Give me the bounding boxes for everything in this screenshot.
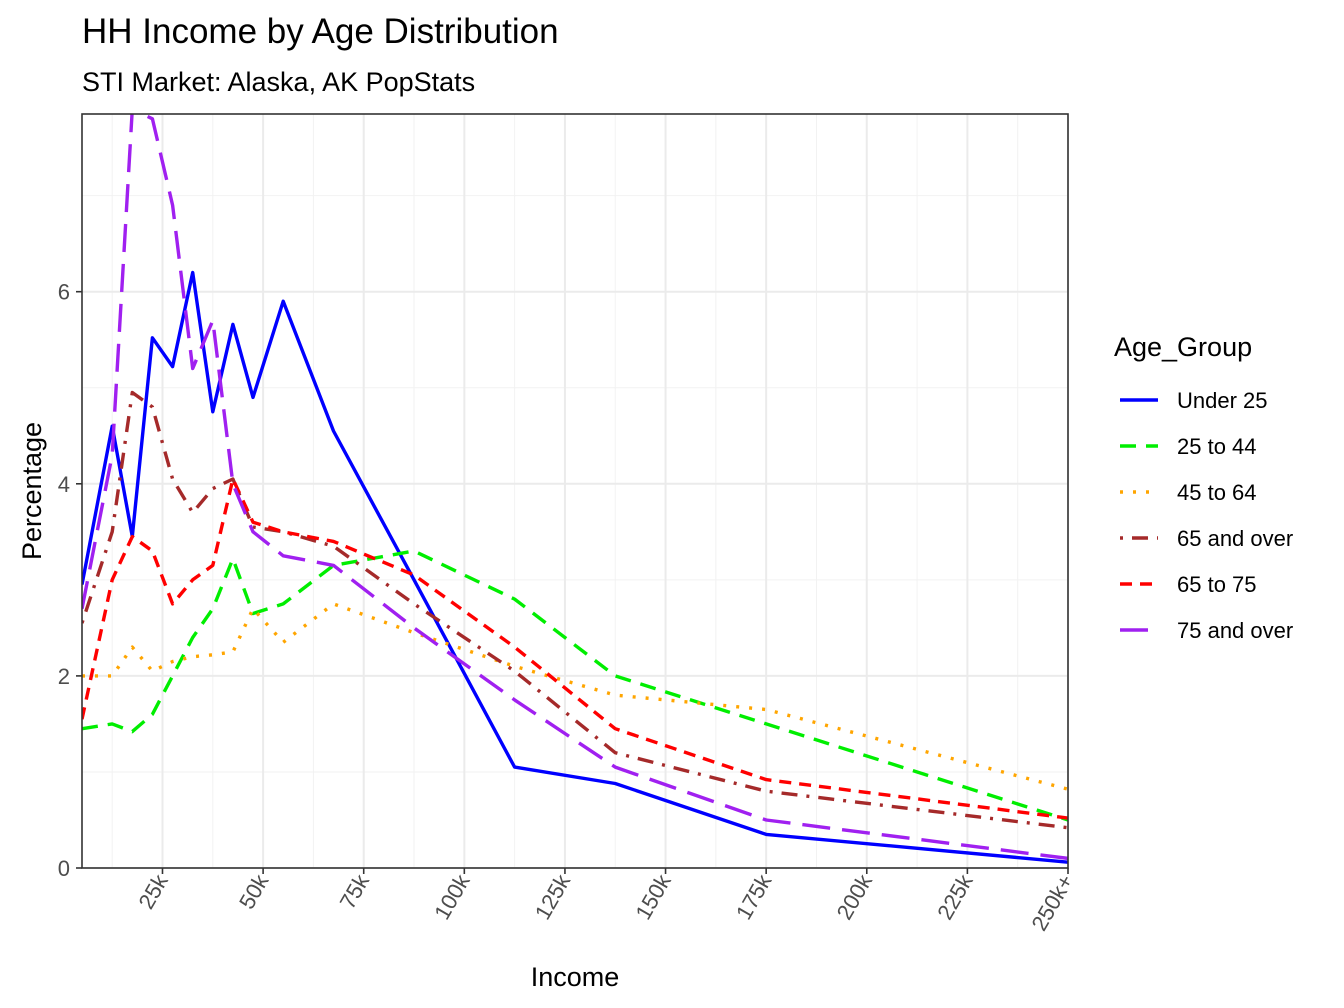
series-line-2: [82, 602, 1068, 791]
legend-title: Age_Group: [1114, 332, 1252, 362]
x-tick-label: 225k: [932, 869, 978, 924]
series-line-3: [82, 390, 1068, 830]
y-tick-label: 6: [58, 280, 70, 305]
series-layer: [82, 114, 1068, 864]
legend-item: 25 to 44: [1120, 434, 1257, 459]
legend-label: 75 and over: [1177, 618, 1293, 643]
grid-minor: [82, 114, 1068, 868]
y-tick-label: 4: [58, 472, 70, 497]
series-line-4: [82, 477, 1068, 820]
y-axis-title: Percentage: [17, 422, 47, 560]
legend-label: 65 and over: [1177, 526, 1293, 551]
x-tick-label: 75k: [335, 869, 375, 913]
series-line-1: [82, 549, 1068, 822]
series-line-5: [82, 114, 1068, 861]
x-axis: 25k 50k 75k 100k 125k 150k 175k 200k 225k 250k+: [133, 868, 1078, 935]
legend-item: Under 25: [1120, 388, 1268, 413]
legend-label: 65 to 75: [1177, 572, 1257, 597]
y-axis: 0 2 4 6: [58, 280, 82, 881]
plot-panel-border: [81, 113, 1069, 869]
x-tick-label: 50k: [234, 869, 274, 913]
legend-label: 45 to 64: [1177, 480, 1257, 505]
chart-title: HH Income by Age Distribution: [82, 12, 559, 51]
x-tick-label: 250k+: [1026, 870, 1078, 935]
legend-item: 65 to 75: [1120, 572, 1257, 597]
x-tick-label: 150k: [630, 869, 676, 924]
chart-subtitle: STI Market: Alaska, AK PopStats: [82, 67, 475, 97]
y-tick-label: 0: [58, 856, 70, 881]
x-tick-label: 25k: [133, 869, 173, 913]
y-tick-label: 2: [58, 664, 70, 689]
x-axis-title: Income: [531, 962, 620, 992]
legend: Age_Group Under 25 25 to 44 45 to 64 65 and…: [1114, 332, 1293, 643]
x-tick-label: 200k: [832, 869, 878, 924]
x-tick-label: 175k: [731, 869, 777, 924]
legend-label: 25 to 44: [1177, 434, 1257, 459]
series-line-0: [82, 270, 1068, 864]
legend-item: 45 to 64: [1120, 480, 1257, 505]
legend-label: Under 25: [1177, 388, 1268, 413]
x-tick-label: 125k: [530, 869, 576, 924]
legend-item: 75 and over: [1120, 618, 1293, 643]
x-tick-label: 100k: [429, 869, 475, 924]
legend-item: 65 and over: [1120, 526, 1293, 551]
